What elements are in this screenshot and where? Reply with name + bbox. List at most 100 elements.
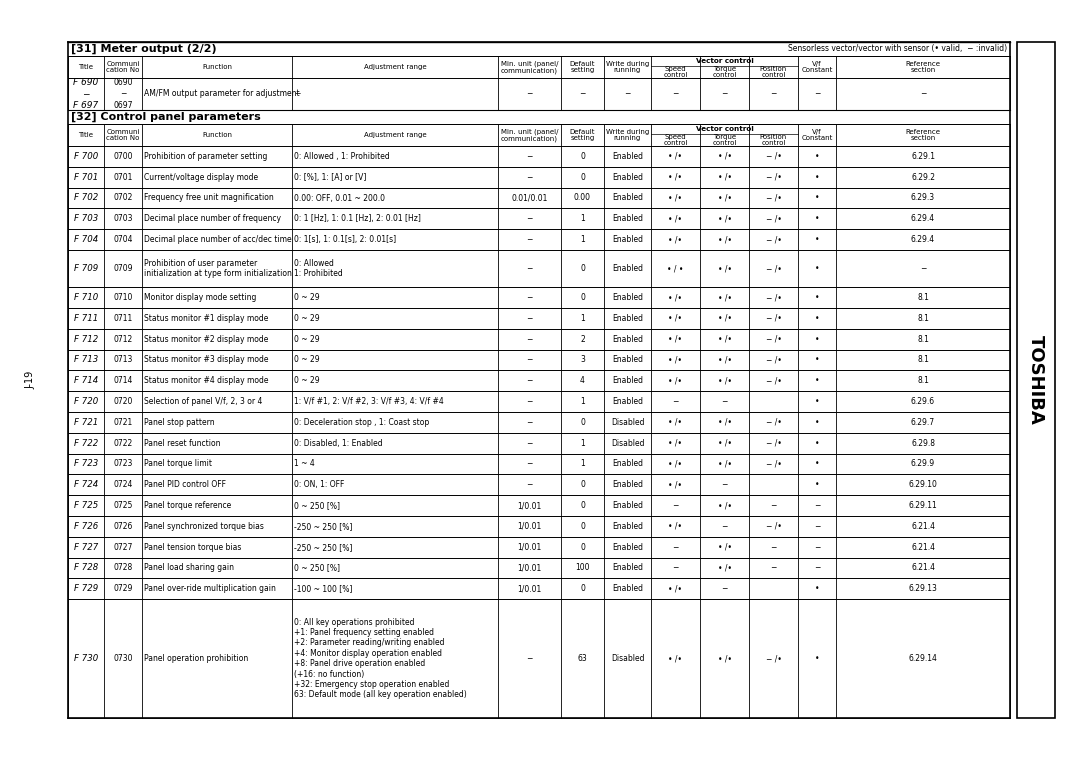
Text: −: − <box>579 89 585 98</box>
Text: •: • <box>814 584 820 594</box>
Text: Disabled: Disabled <box>611 418 645 427</box>
Text: Enabled: Enabled <box>612 264 643 273</box>
Text: 6.29.6: 6.29.6 <box>910 397 935 406</box>
Text: F 724: F 724 <box>73 480 98 489</box>
Text: Reference
section: Reference section <box>905 61 941 73</box>
Text: 0 ~ 29: 0 ~ 29 <box>294 376 320 385</box>
Text: Disabled: Disabled <box>611 654 645 663</box>
Text: Prohibition of user parameter
initialization at type form initialization: Prohibition of user parameter initializa… <box>144 259 292 278</box>
Text: Disabled: Disabled <box>611 439 645 448</box>
Text: AM/FM output parameter for adjustment: AM/FM output parameter for adjustment <box>144 89 299 98</box>
Text: F 710: F 710 <box>73 293 98 302</box>
Text: • /•: • /• <box>717 194 731 202</box>
Text: 0690
−
0697: 0690 − 0697 <box>113 79 133 110</box>
Text: • /•: • /• <box>669 376 683 385</box>
Text: F 700: F 700 <box>73 152 98 161</box>
Text: 0: 0 <box>580 264 585 273</box>
Text: Enabled: Enabled <box>612 480 643 489</box>
Text: -100 ~ 100 [%]: -100 ~ 100 [%] <box>294 584 352 594</box>
Text: •: • <box>814 356 820 365</box>
Text: • /•: • /• <box>669 522 683 531</box>
Text: −: − <box>526 439 532 448</box>
Text: Adjustment range: Adjustment range <box>364 132 427 138</box>
Text: 0: 1[s], 1: 0.1[s], 2: 0.01[s]: 0: 1[s], 1: 0.1[s], 2: 0.01[s] <box>294 235 396 244</box>
Text: −: − <box>920 89 927 98</box>
Text: − /•: − /• <box>766 439 782 448</box>
Text: 0: 1 [Hz], 1: 0.1 [Hz], 2: 0.01 [Hz]: 0: 1 [Hz], 1: 0.1 [Hz], 2: 0.01 [Hz] <box>294 214 421 224</box>
Text: 6.29.2: 6.29.2 <box>912 172 935 182</box>
Text: 0702: 0702 <box>113 194 133 202</box>
Text: 0709: 0709 <box>113 264 133 273</box>
Text: • /•: • /• <box>669 194 683 202</box>
Text: F 702: F 702 <box>73 194 98 202</box>
Text: Panel PID control OFF: Panel PID control OFF <box>144 480 226 489</box>
Text: 1/0.01: 1/0.01 <box>517 501 542 510</box>
Text: • /•: • /• <box>717 152 731 161</box>
Text: Enabled: Enabled <box>612 293 643 302</box>
Text: • /•: • /• <box>669 654 683 663</box>
Text: • /•: • /• <box>669 235 683 244</box>
Text: 0726: 0726 <box>113 522 133 531</box>
Text: Panel load sharing gain: Panel load sharing gain <box>144 563 234 572</box>
Text: • /•: • /• <box>669 335 683 343</box>
Text: 6.29.9: 6.29.9 <box>910 459 935 468</box>
Text: • /•: • /• <box>669 293 683 302</box>
Text: 1/0.01: 1/0.01 <box>517 563 542 572</box>
Text: F 725: F 725 <box>73 501 98 510</box>
Text: Enabled: Enabled <box>612 235 643 244</box>
Text: • /•: • /• <box>717 264 731 273</box>
Text: − /•: − /• <box>766 194 782 202</box>
Text: 1: 1 <box>580 235 585 244</box>
Text: 6.29.4: 6.29.4 <box>910 235 935 244</box>
Text: Function: Function <box>202 132 232 138</box>
Text: 0 ~ 29: 0 ~ 29 <box>294 314 320 323</box>
Text: F 690
−
F 697: F 690 − F 697 <box>73 79 98 110</box>
Text: Title: Title <box>79 132 94 138</box>
Text: V/f
Constant: V/f Constant <box>801 129 833 141</box>
Text: −: − <box>770 542 777 552</box>
Text: Enabled: Enabled <box>612 194 643 202</box>
Text: − /•: − /• <box>766 418 782 427</box>
Text: Torque
control: Torque control <box>713 66 737 78</box>
Text: Panel stop pattern: Panel stop pattern <box>144 418 215 427</box>
Text: 0: Disabled, 1: Enabled: 0: Disabled, 1: Enabled <box>294 439 382 448</box>
Text: −: − <box>526 152 532 161</box>
Text: 0: 0 <box>580 522 585 531</box>
Text: 8.1: 8.1 <box>917 356 929 365</box>
Text: 0: All key operations prohibited
+1: Panel frequency setting enabled
+2: Paramet: 0: All key operations prohibited +1: Pan… <box>294 618 467 700</box>
Text: 0728: 0728 <box>113 563 133 572</box>
Text: • /•: • /• <box>669 459 683 468</box>
Text: Enabled: Enabled <box>612 522 643 531</box>
Text: Panel reset function: Panel reset function <box>144 439 220 448</box>
Text: −: − <box>526 235 532 244</box>
Text: 6.29.3: 6.29.3 <box>910 194 935 202</box>
Text: 0.01/0.01: 0.01/0.01 <box>511 194 548 202</box>
Text: 1/0.01: 1/0.01 <box>517 542 542 552</box>
Text: −: − <box>624 89 631 98</box>
Text: •: • <box>814 152 820 161</box>
Text: 0 ~ 29: 0 ~ 29 <box>294 356 320 365</box>
Text: Speed
control: Speed control <box>663 134 688 146</box>
Text: • /•: • /• <box>717 654 731 663</box>
Text: − /•: − /• <box>766 654 782 663</box>
Text: −: − <box>814 89 820 98</box>
Text: •: • <box>814 264 820 273</box>
Text: − /•: − /• <box>766 264 782 273</box>
Text: 6.29.7: 6.29.7 <box>910 418 935 427</box>
Text: • /•: • /• <box>669 480 683 489</box>
Text: 6.21.4: 6.21.4 <box>912 522 935 531</box>
Text: 100: 100 <box>576 563 590 572</box>
Text: Enabled: Enabled <box>612 542 643 552</box>
Text: −: − <box>526 654 532 663</box>
Text: 0: 0 <box>580 293 585 302</box>
Text: 0: [%], 1: [A] or [V]: 0: [%], 1: [A] or [V] <box>294 172 366 182</box>
Text: 0725: 0725 <box>113 501 133 510</box>
Text: −: − <box>721 584 728 594</box>
Bar <box>1017 42 1055 718</box>
Text: F 730: F 730 <box>73 654 98 663</box>
Text: −: − <box>721 522 728 531</box>
Text: •: • <box>814 654 820 663</box>
Text: Min. unit (panel/
communication): Min. unit (panel/ communication) <box>501 60 558 74</box>
Text: • /•: • /• <box>717 235 731 244</box>
Text: 0.00: OFF, 0.01 ~ 200.0: 0.00: OFF, 0.01 ~ 200.0 <box>294 194 384 202</box>
